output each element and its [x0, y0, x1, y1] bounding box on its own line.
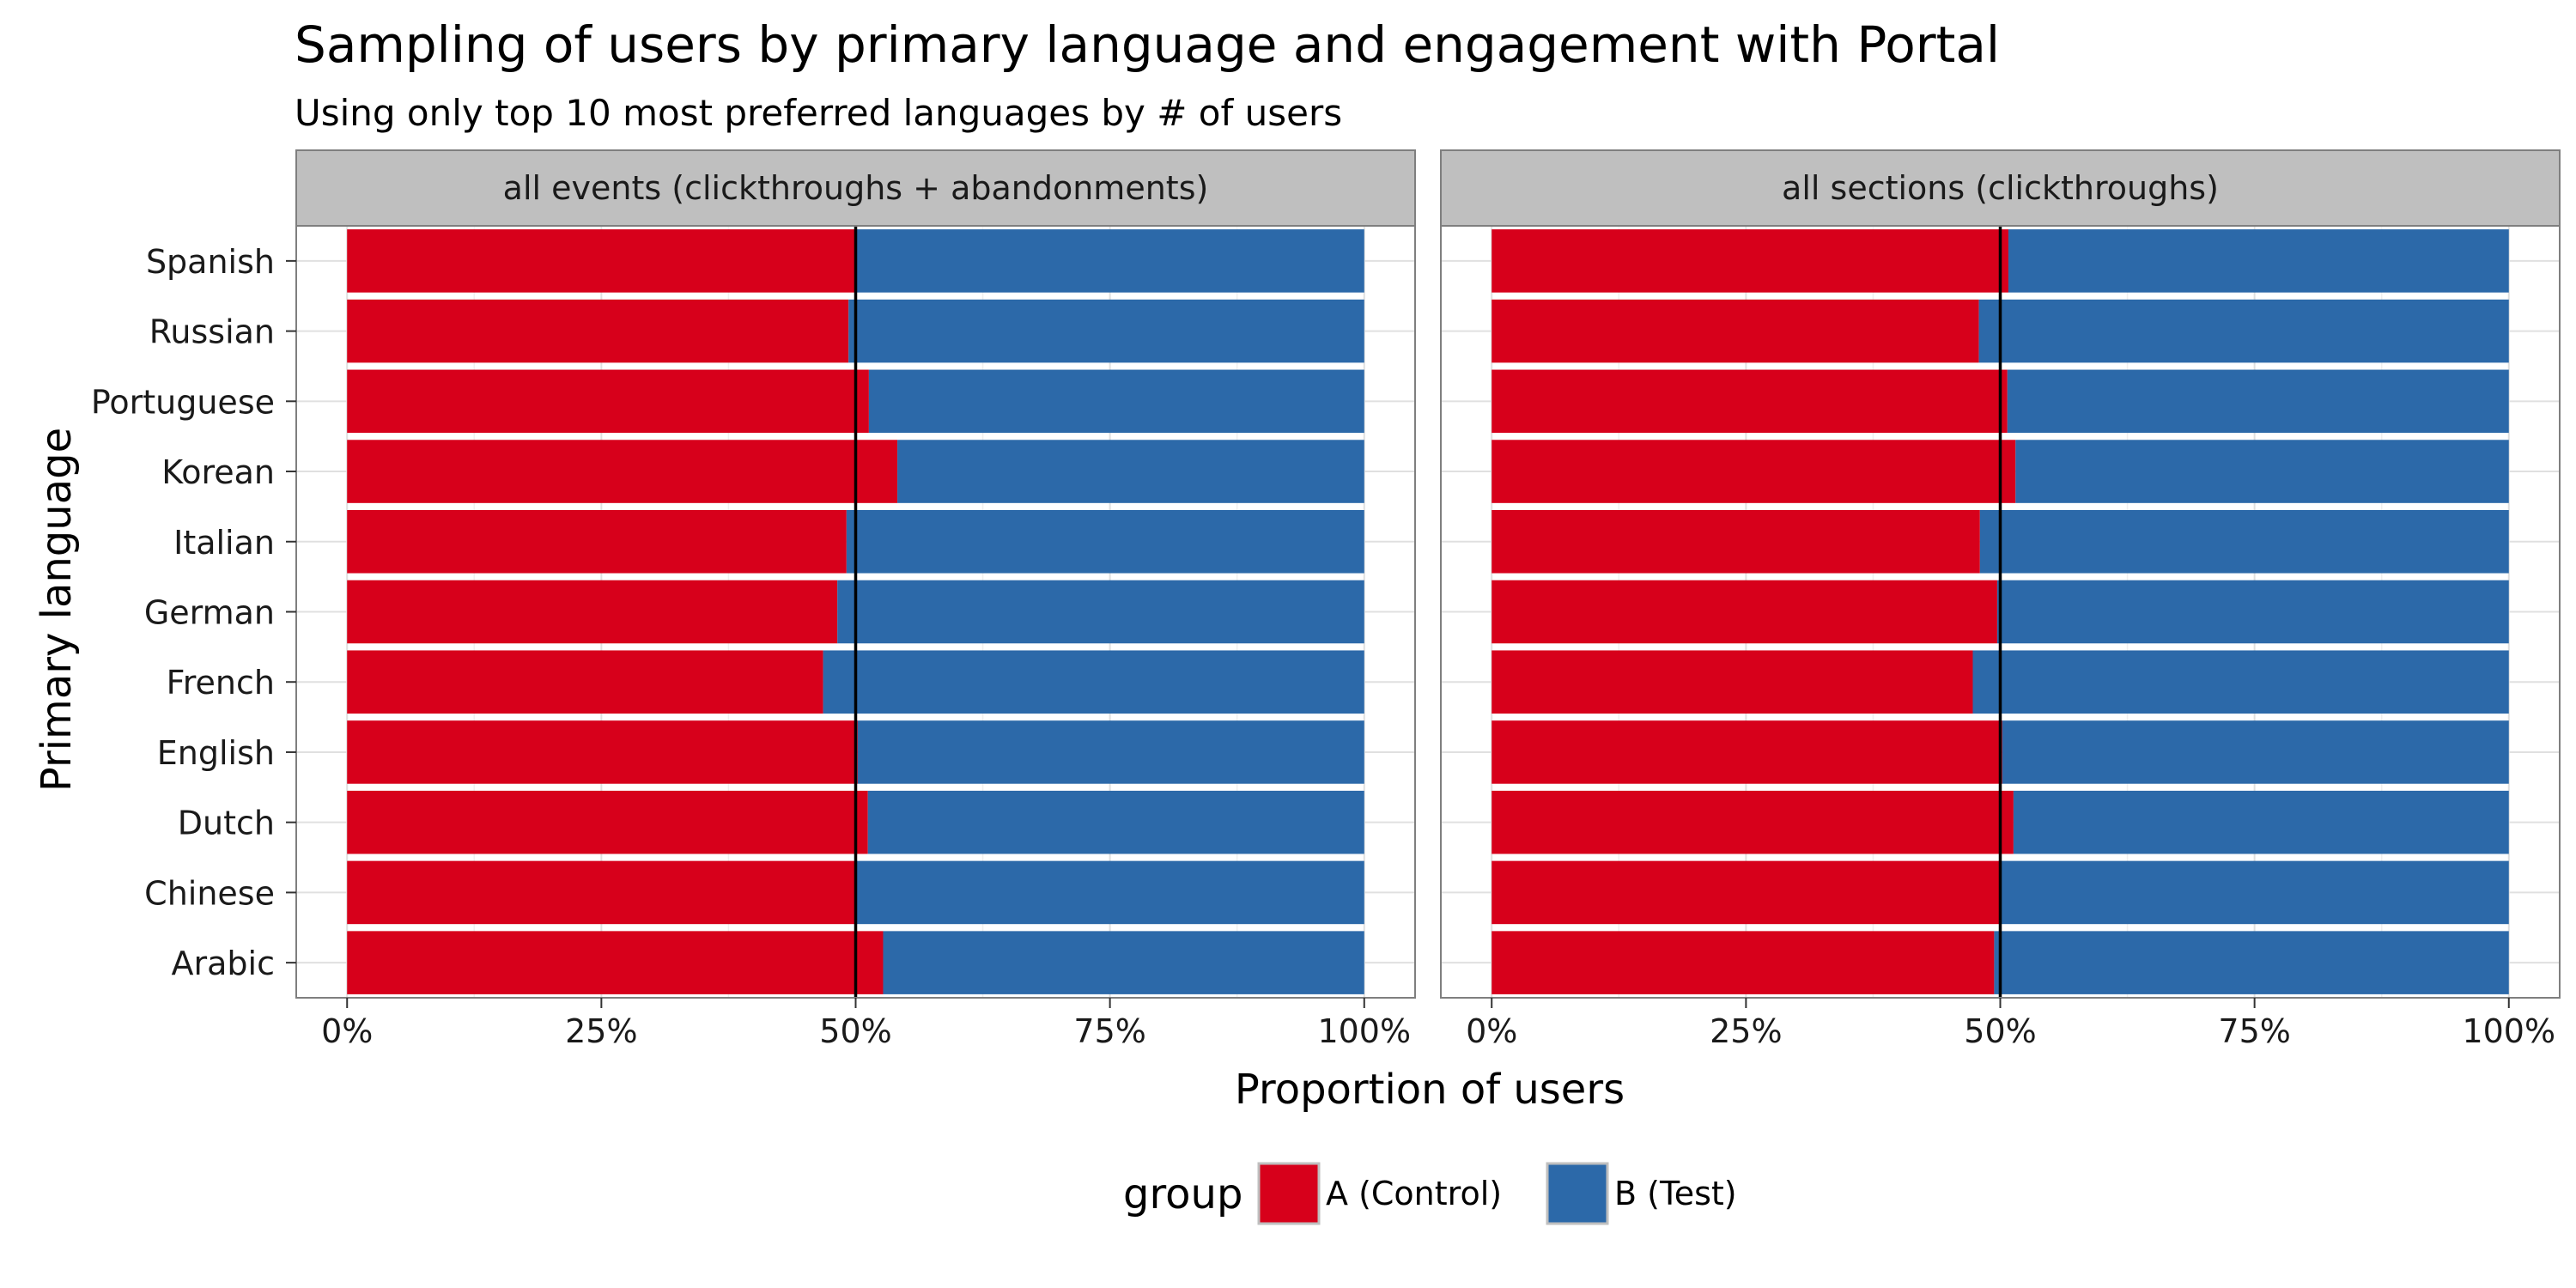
- x-tick-label: 100%: [1317, 1012, 1411, 1050]
- bar-english-control: [347, 720, 858, 784]
- bar-english-control: [1492, 720, 2002, 784]
- bar-dutch-test: [867, 790, 1364, 854]
- bar-chinese-control: [347, 860, 856, 925]
- panel-strip: [295, 149, 1416, 227]
- panel-strip-label: all events (clickthroughs + abandonments…: [503, 169, 1209, 207]
- legend-title: group: [1123, 1170, 1242, 1218]
- bar-dutch-test: [2013, 790, 2509, 854]
- bar-russian-control: [347, 299, 849, 363]
- x-tick-label: 0%: [1466, 1012, 1517, 1050]
- bar-german-control: [347, 580, 838, 644]
- bar-chinese-test: [855, 860, 1364, 925]
- bar-korean-test: [2015, 440, 2509, 503]
- bar-italian-control: [347, 509, 847, 574]
- legend-label-2: B (Test): [1614, 1175, 1737, 1212]
- legend-swatch-2: [1546, 1162, 1609, 1225]
- x-axis-title: Proportion of users: [1235, 1066, 1625, 1114]
- bar-italian-test: [846, 509, 1364, 574]
- chart-subtitle: Using only top 10 most preferred languag…: [295, 92, 1342, 134]
- panel-strip: [1440, 149, 2561, 227]
- y-tick-label-chinese: Chinese: [144, 874, 275, 912]
- bar-arabic-control: [347, 931, 884, 994]
- bar-french-control: [347, 650, 823, 714]
- panel-strip-label: all sections (clickthroughs): [1782, 169, 2219, 207]
- bar-english-test: [2002, 720, 2509, 784]
- bar-korean-control: [1492, 440, 2016, 503]
- bar-german-test: [1996, 580, 2509, 644]
- bar-french-test: [1972, 650, 2509, 714]
- bar-korean-test: [897, 440, 1364, 503]
- panels: all events (clickthroughs + abandonments…: [295, 149, 2561, 1050]
- x-tick-label: 0%: [321, 1012, 373, 1050]
- bar-spanish-test: [856, 229, 1364, 293]
- x-tick-label: 25%: [1710, 1012, 1782, 1050]
- bar-chinese-control: [1492, 860, 2001, 925]
- y-axis-title: Primary language: [33, 428, 81, 792]
- x-tick-label: 25%: [565, 1012, 637, 1050]
- bar-portuguese-control: [347, 369, 869, 434]
- bar-dutch-control: [1492, 790, 2014, 854]
- bar-portuguese-test: [2007, 369, 2509, 434]
- legend-label-1: A (Control): [1326, 1175, 1502, 1212]
- bar-russian-control: [1492, 299, 1979, 363]
- bar-german-test: [837, 580, 1364, 644]
- bar-spanish-control: [1492, 229, 2008, 293]
- bar-italian-control: [1492, 509, 1980, 574]
- y-tick-label-french: French: [167, 664, 275, 702]
- panel-1: all events (clickthroughs + abandonments…: [295, 149, 1416, 1050]
- y-tick-label-russian: Russian: [149, 313, 275, 351]
- bar-spanish-test: [2008, 229, 2509, 293]
- y-tick-label-german: German: [144, 594, 275, 632]
- bar-arabic-test: [1994, 931, 2509, 994]
- x-tick-label: 50%: [1964, 1012, 2036, 1050]
- bar-portuguese-control: [1492, 369, 2008, 434]
- bar-french-test: [823, 650, 1364, 714]
- bar-dutch-control: [347, 790, 868, 854]
- bar-korean-control: [347, 440, 898, 503]
- bar-chinese-test: [2000, 860, 2509, 925]
- bar-arabic-test: [883, 931, 1364, 994]
- bar-portuguese-test: [868, 369, 1364, 434]
- x-tick-label: 75%: [2218, 1012, 2290, 1050]
- panel-bars: [1492, 229, 2509, 994]
- x-tick-label: 50%: [819, 1012, 891, 1050]
- y-tick-label-arabic: Arabic: [172, 945, 275, 982]
- x-tick-label: 100%: [2462, 1012, 2555, 1050]
- panel-bars: [347, 229, 1364, 994]
- x-axis: 0% 25% 50% 75% 100%: [321, 998, 1411, 1050]
- y-tick-label-dutch: Dutch: [178, 805, 275, 842]
- x-tick-label: 75%: [1073, 1012, 1145, 1050]
- panel-2: all sections (clickthroughs) 0% 25% 50% 75% 1…: [1440, 149, 2561, 1050]
- x-axis: 0% 25% 50% 75% 100%: [1466, 998, 2555, 1050]
- bar-french-control: [1492, 650, 1973, 714]
- y-tick-label-portuguese: Portuguese: [91, 383, 275, 421]
- bar-english-test: [857, 720, 1364, 784]
- bar-russian-test: [1978, 299, 2509, 363]
- bar-arabic-control: [1492, 931, 1995, 994]
- legend-swatch-1: [1257, 1162, 1321, 1225]
- y-axis-labels: Spanish Russian Portuguese Korean Italian Ger…: [91, 243, 296, 982]
- y-tick-label-spanish: Spanish: [146, 243, 275, 281]
- y-tick-label-korean: Korean: [161, 453, 275, 491]
- bar-german-control: [1492, 580, 1997, 644]
- legend: group A (Control) B (Test): [1123, 1162, 1737, 1225]
- bar-italian-test: [1979, 509, 2509, 574]
- chart-title: Sampling of users by primary language an…: [295, 15, 2000, 74]
- bar-russian-test: [848, 299, 1364, 363]
- bar-spanish-control: [347, 229, 857, 293]
- y-tick-label-italian: Italian: [173, 524, 275, 562]
- y-tick-label-english: English: [157, 734, 275, 772]
